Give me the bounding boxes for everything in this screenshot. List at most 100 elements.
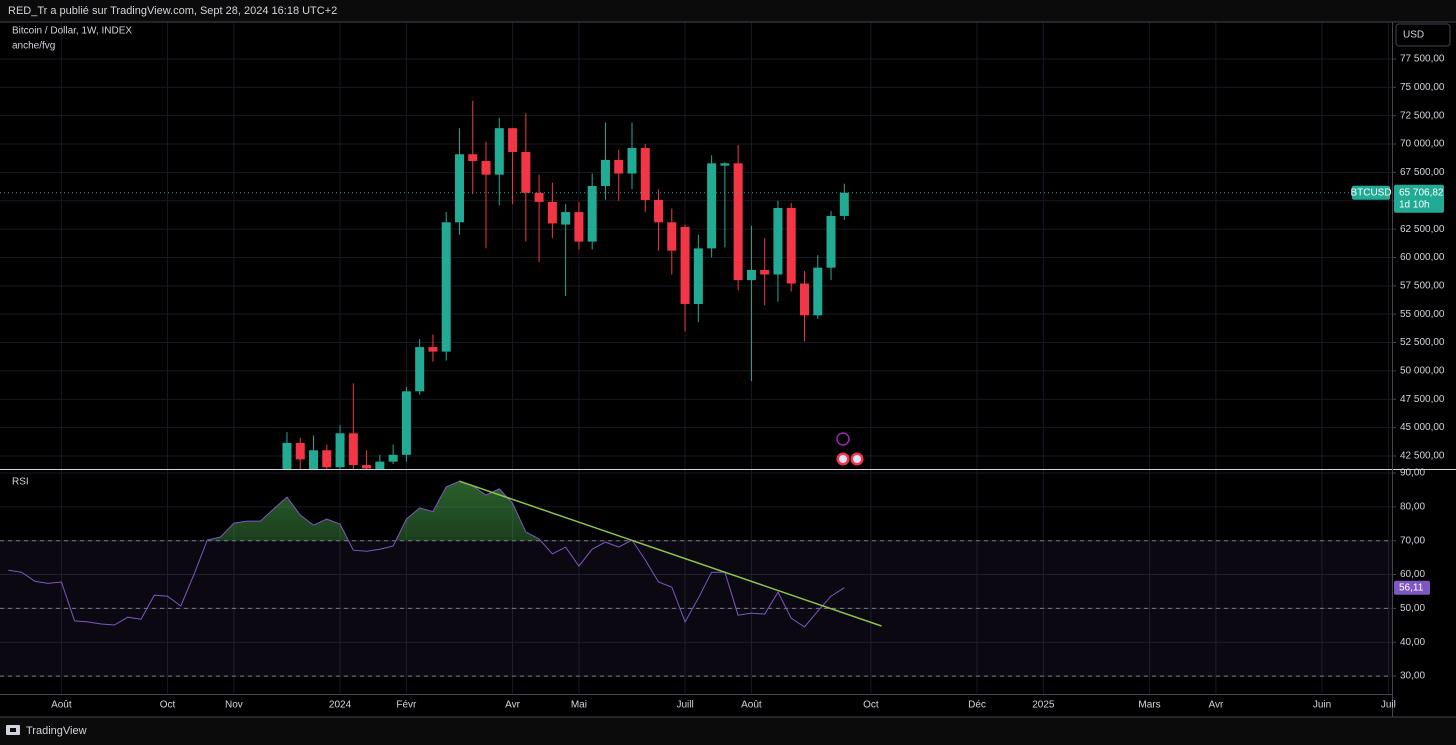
countdown: 1d 10h bbox=[1399, 199, 1430, 210]
candle-body bbox=[401, 391, 411, 455]
brand-logo bbox=[6, 725, 20, 735]
indicator-name: anche/fvg bbox=[12, 41, 55, 52]
candle-body bbox=[428, 347, 438, 352]
candle-body bbox=[693, 248, 703, 304]
candle-body bbox=[826, 215, 836, 268]
rsi-tick-label: 30,00 bbox=[1400, 671, 1425, 682]
rsi-tick-label: 50,00 bbox=[1400, 603, 1425, 614]
x-tick-label: Juil bbox=[1381, 700, 1396, 711]
x-tick-label: Déc bbox=[968, 700, 986, 711]
rsi-line bbox=[8, 480, 845, 628]
candle-body bbox=[839, 192, 849, 216]
candle-body bbox=[561, 212, 571, 225]
candle-body bbox=[667, 222, 677, 251]
rsi-tick-label: 40,00 bbox=[1400, 637, 1425, 648]
x-tick-label: Juill bbox=[676, 700, 693, 711]
candle-body bbox=[627, 148, 637, 174]
overbought-area bbox=[8, 481, 845, 541]
rsi-last-label: 56,11 bbox=[1399, 582, 1424, 593]
y-tick-label: 57 500,00 bbox=[1400, 280, 1445, 291]
y-tick-label: 55 000,00 bbox=[1400, 309, 1445, 320]
event-icons bbox=[836, 432, 864, 466]
candle-body bbox=[481, 161, 491, 175]
candle-body bbox=[574, 212, 584, 242]
candle-body bbox=[295, 442, 305, 460]
symbol-tag bbox=[1352, 185, 1390, 200]
y-tick-label: 67 500,00 bbox=[1400, 167, 1445, 178]
candle-body bbox=[800, 283, 809, 316]
y-tick-label: 50 000,00 bbox=[1400, 366, 1445, 377]
candles bbox=[282, 100, 849, 469]
candle-body bbox=[441, 222, 451, 352]
candle-body bbox=[494, 128, 504, 175]
rsi-tick-label: 90,00 bbox=[1400, 468, 1425, 479]
candle-body bbox=[707, 163, 717, 249]
y-tick-label: 47 500,00 bbox=[1400, 394, 1445, 405]
y-tick-label: 77 500,00 bbox=[1400, 54, 1445, 65]
candle-body bbox=[375, 461, 385, 469]
x-tick-label: Mars bbox=[1138, 700, 1160, 711]
rsi-tick-label: 80,00 bbox=[1400, 502, 1425, 513]
candle-body bbox=[746, 269, 756, 281]
candle-body bbox=[760, 269, 770, 275]
x-tick-label: 2025 bbox=[1032, 700, 1055, 711]
candle-body bbox=[282, 442, 292, 469]
x-tick-label: Avr bbox=[505, 700, 520, 711]
y-tick-label: 62 500,00 bbox=[1400, 224, 1445, 235]
candle-body bbox=[640, 148, 650, 200]
rsi-tick-label: 70,00 bbox=[1400, 535, 1425, 546]
symbol-label: BTCUSD bbox=[1350, 187, 1391, 198]
y-tick-label: 70 000,00 bbox=[1400, 139, 1445, 150]
x-tick-label: 2024 bbox=[329, 700, 352, 711]
x-tick-label: Avr bbox=[1208, 700, 1223, 711]
y-tick-label: 60 000,00 bbox=[1400, 252, 1445, 263]
brand: TradingView bbox=[26, 725, 87, 737]
candle-body bbox=[468, 154, 478, 162]
rsi-bands bbox=[0, 540, 1392, 677]
candle-body bbox=[680, 226, 690, 304]
rsi-title: RSI bbox=[12, 477, 29, 488]
candle-body bbox=[733, 163, 743, 281]
chart-title: Bitcoin / Dollar, 1W, INDEX bbox=[12, 26, 132, 37]
header-text: RED_Tr a publié sur TradingView.com, Sep… bbox=[8, 5, 337, 17]
x-tick-label: Oct bbox=[160, 700, 176, 711]
candle-body bbox=[614, 159, 624, 174]
candle-body bbox=[521, 151, 531, 193]
candle-body bbox=[773, 208, 783, 275]
candle-body bbox=[534, 192, 544, 202]
candle-body bbox=[335, 433, 345, 468]
footer-bar bbox=[0, 717, 1456, 745]
candle-body bbox=[348, 433, 358, 466]
x-tick-label: Août bbox=[51, 700, 72, 711]
candle-body bbox=[654, 199, 664, 223]
candle-body bbox=[322, 450, 332, 468]
candle-body bbox=[547, 201, 557, 224]
currency-button[interactable] bbox=[1395, 23, 1451, 47]
candle-body bbox=[720, 163, 730, 166]
candle-body bbox=[415, 347, 425, 392]
rsi bbox=[8, 480, 882, 628]
candle-body bbox=[362, 465, 372, 469]
candle-body bbox=[508, 128, 518, 152]
y-tick-label: 42 500,00 bbox=[1400, 451, 1445, 462]
x-tick-label: Août bbox=[741, 700, 762, 711]
candle-body bbox=[388, 454, 398, 462]
candle-body bbox=[786, 208, 796, 284]
candle-body bbox=[454, 154, 464, 223]
y-tick-label: 72 500,00 bbox=[1400, 110, 1445, 121]
candle-body bbox=[813, 267, 823, 316]
x-tick-label: Févr bbox=[396, 700, 417, 711]
last-price-label: 65 706,82 bbox=[1399, 187, 1444, 198]
rsi-tag bbox=[1394, 580, 1430, 595]
candle-body bbox=[600, 159, 610, 187]
trendline bbox=[459, 480, 882, 627]
rsi-tick-label: 60,00 bbox=[1400, 569, 1425, 580]
x-tick-label: Nov bbox=[225, 700, 243, 711]
candle-body bbox=[587, 186, 597, 242]
x-tick-label: Juin bbox=[1313, 700, 1331, 711]
header-bar bbox=[0, 0, 1456, 22]
price-tag bbox=[1394, 184, 1444, 213]
